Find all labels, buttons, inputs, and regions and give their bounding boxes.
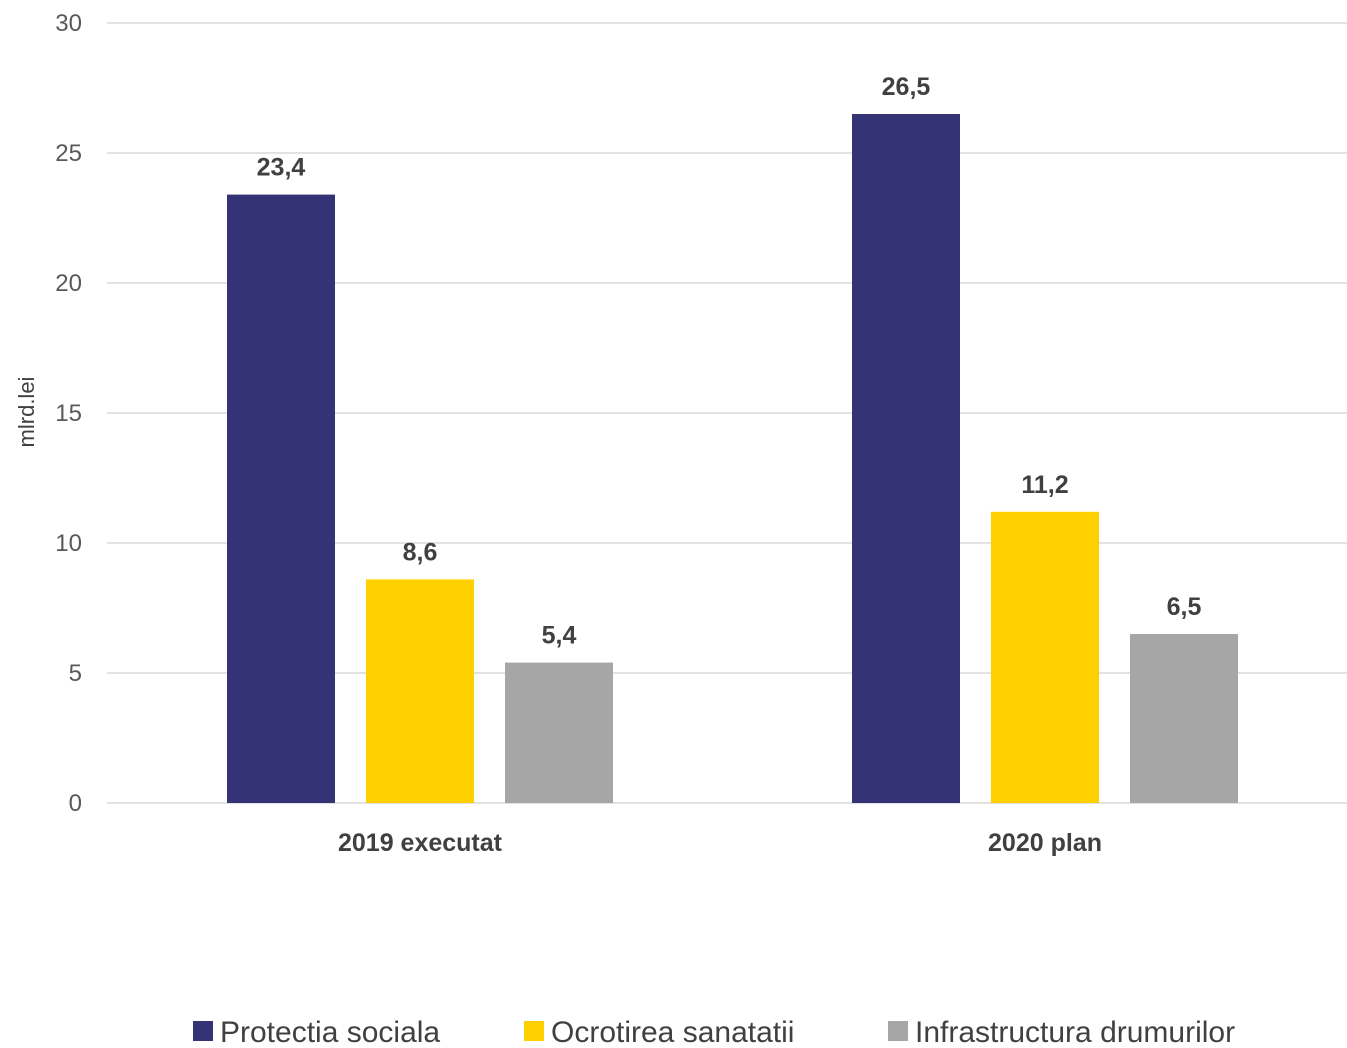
legend-swatch-1 [193,1021,213,1041]
y-axis-ticks: 0 5 10 15 20 25 30 [55,10,82,817]
legend-swatch-2 [524,1021,544,1041]
bar-1-1 [227,194,335,804]
y-tick-label-10: 10 [55,530,82,557]
bar-2-1 [366,579,474,803]
bar-2-2 [991,511,1099,803]
data-label-2-1: 8,6 [403,538,438,566]
legend-label-1: Protectia sociala [220,1016,440,1048]
bars [227,114,1238,804]
bar-3-1 [505,662,613,803]
x-axis-categories: 2019 executat 2020 plan [338,829,1102,857]
data-label-3-1: 5,4 [542,622,577,650]
y-tick-label-0: 0 [69,790,82,817]
y-tick-label-5: 5 [69,660,82,687]
y-tick-label-20: 20 [55,270,82,297]
legend-swatch-3 [888,1021,908,1041]
bar-3-2 [1130,634,1238,803]
y-tick-label-15: 15 [55,400,82,427]
data-labels: 23,4 8,6 5,4 26,5 11,2 6,5 [257,73,1202,650]
data-label-1-2: 26,5 [882,73,931,101]
category-label-1: 2019 executat [338,829,503,857]
category-label-2: 2020 plan [988,829,1102,857]
y-tick-label-30: 30 [55,10,82,37]
legend-label-3: Infrastructura drumurilor [915,1016,1235,1048]
data-label-2-2: 11,2 [1021,471,1068,499]
data-label-1-1: 23,4 [257,154,306,182]
bar-1-2 [852,114,960,803]
y-axis-title: mlrd.lei [14,377,39,448]
y-tick-label-25: 25 [55,140,82,167]
data-label-3-2: 6,5 [1167,593,1202,621]
legend: Protectia sociala Ocrotirea sanatatii Infr… [193,1016,1235,1048]
legend-label-2: Ocrotirea sanatatii [551,1016,794,1048]
